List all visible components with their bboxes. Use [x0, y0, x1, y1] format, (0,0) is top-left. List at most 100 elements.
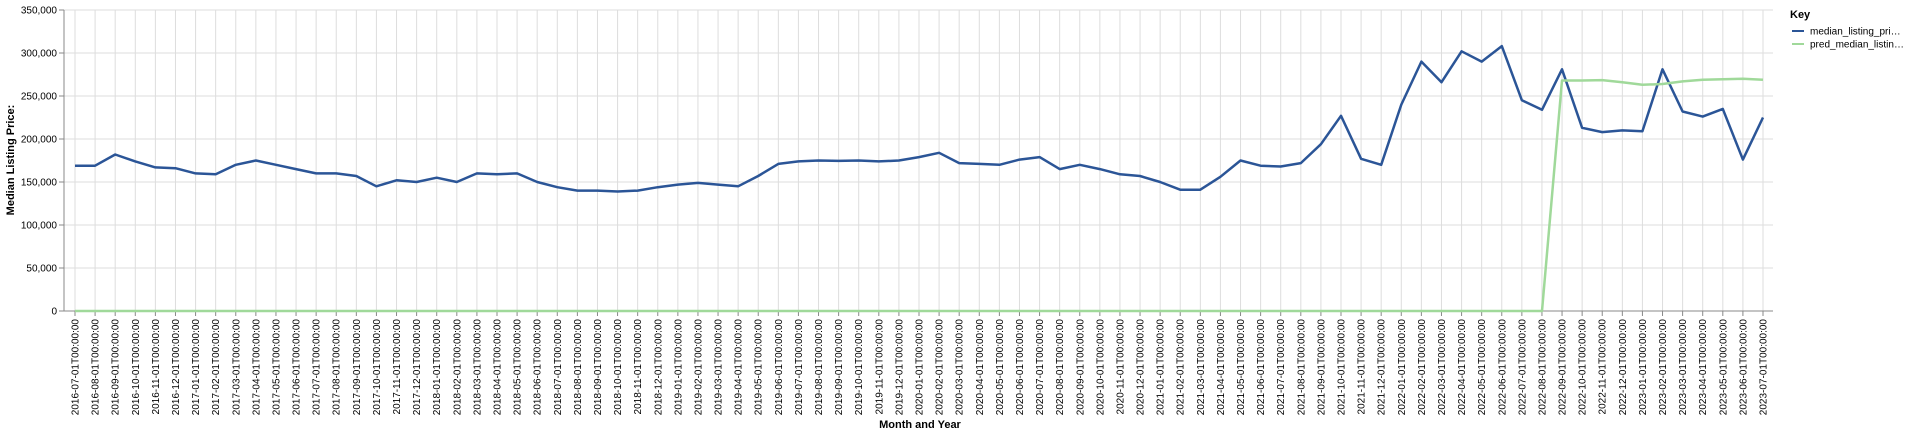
- x-tick-label: 2021-10-01T00:00:00: [1337, 319, 1348, 416]
- x-tick-label: 2019-06-01T00:00:00: [774, 319, 785, 416]
- y-tick-label: 300,000: [21, 49, 58, 60]
- x-tick-label: 2019-03-01T00:00:00: [714, 319, 725, 416]
- x-tick-label: 2022-04-01T00:00:00: [1457, 319, 1468, 416]
- x-tick-label: 2022-05-01T00:00:00: [1477, 319, 1488, 416]
- x-tick-label: 2020-05-01T00:00:00: [995, 319, 1006, 416]
- x-axis: 2016-07-01T00:00:00 2016-08-01T00:00:00 20…: [64, 310, 1773, 416]
- y-tick-label: 50,000: [26, 264, 57, 275]
- x-axis-title: Month and Year: [879, 419, 961, 431]
- x-tick-label: 2017-12-01T00:00:00: [412, 319, 423, 416]
- x-tick-label: 2021-08-01T00:00:00: [1296, 319, 1307, 416]
- x-tick-label: 2018-10-01T00:00:00: [613, 319, 624, 416]
- x-tick-label: 2023-01-01T00:00:00: [1638, 319, 1649, 416]
- y-tick-label: 100,000: [21, 221, 58, 232]
- x-tick-label: 2018-09-01T00:00:00: [593, 319, 604, 416]
- x-tick-label: 2017-08-01T00:00:00: [332, 319, 343, 416]
- y-tick-label: 0: [51, 307, 57, 318]
- x-tick-label: 2017-11-01T00:00:00: [392, 319, 403, 415]
- x-tick-label: 2023-04-01T00:00:00: [1698, 319, 1709, 416]
- x-tick-label: 2018-08-01T00:00:00: [573, 319, 584, 416]
- x-tick-label: 2020-06-01T00:00:00: [1015, 319, 1026, 416]
- x-tick-label: 2016-08-01T00:00:00: [91, 319, 102, 416]
- x-tick-label: 2022-12-01T00:00:00: [1618, 319, 1629, 416]
- y-tick-label: 150,000: [21, 178, 58, 189]
- x-tick-label: 2020-02-01T00:00:00: [935, 319, 946, 416]
- x-tick-label: 2023-06-01T00:00:00: [1738, 319, 1749, 416]
- x-tick-label: 2020-01-01T00:00:00: [915, 319, 926, 416]
- x-tick-label: 2018-04-01T00:00:00: [493, 319, 504, 416]
- x-tick-label: 2017-06-01T00:00:00: [292, 319, 303, 416]
- x-tick-label: 2016-11-01T00:00:00: [151, 319, 162, 415]
- x-tick-label: 2023-05-01T00:00:00: [1718, 319, 1729, 416]
- x-tick-label: 2020-10-01T00:00:00: [1095, 319, 1106, 416]
- x-tick-label: 2017-03-01T00:00:00: [231, 319, 242, 416]
- x-tick-label: 2021-07-01T00:00:00: [1276, 319, 1287, 416]
- x-tick-label: 2017-09-01T00:00:00: [352, 319, 363, 416]
- y-axis-title: Median Listing Price:: [5, 105, 17, 216]
- x-tick-label: 2018-06-01T00:00:00: [533, 319, 544, 416]
- x-tick-label: 2019-07-01T00:00:00: [794, 319, 805, 416]
- y-tick-label: 250,000: [21, 92, 58, 103]
- x-tick-label: 2017-01-01T00:00:00: [191, 319, 202, 416]
- x-tick-label: 2016-09-01T00:00:00: [111, 319, 122, 416]
- x-tick-label: 2017-07-01T00:00:00: [312, 319, 323, 416]
- x-tick-label: 2023-07-01T00:00:00: [1759, 319, 1770, 416]
- x-tick-label: 2020-09-01T00:00:00: [1075, 319, 1086, 416]
- x-tick-label: 2019-09-01T00:00:00: [834, 319, 845, 416]
- x-tick-label: 2022-03-01T00:00:00: [1437, 319, 1448, 416]
- x-tick-label: 2022-06-01T00:00:00: [1497, 319, 1508, 416]
- x-tick-label: 2020-12-01T00:00:00: [1136, 319, 1147, 416]
- series-line-1: [75, 77, 1764, 313]
- x-tick-label: 2021-01-01T00:00:00: [1156, 319, 1167, 416]
- x-tick-label: 2019-11-01T00:00:00: [874, 319, 885, 415]
- x-tick-label: 2021-03-01T00:00:00: [1196, 319, 1207, 416]
- x-tick-label: 2019-01-01T00:00:00: [673, 319, 684, 416]
- x-tick-label: 2018-12-01T00:00:00: [653, 319, 664, 416]
- series-lines: [75, 44, 1765, 313]
- x-tick-label: 2021-02-01T00:00:00: [1176, 319, 1187, 416]
- legend: Key median_listing_pri… pred_median_listi…: [1790, 9, 1904, 51]
- x-tick-label: 2020-03-01T00:00:00: [955, 319, 966, 416]
- x-tick-label: 2021-12-01T00:00:00: [1377, 319, 1388, 416]
- legend-label: median_listing_pri…: [1810, 27, 1901, 38]
- x-tick-label: 2017-10-01T00:00:00: [372, 319, 383, 416]
- x-tick-label: 2022-09-01T00:00:00: [1558, 319, 1569, 416]
- x-tick-label: 2022-01-01T00:00:00: [1397, 319, 1408, 416]
- x-tick-label: 2019-08-01T00:00:00: [814, 319, 825, 416]
- series-line-0: [75, 44, 1765, 193]
- x-tick-label: 2016-07-01T00:00:00: [71, 319, 82, 416]
- x-tick-label: 2022-11-01T00:00:00: [1598, 319, 1609, 415]
- x-tick-label: 2022-10-01T00:00:00: [1578, 319, 1589, 416]
- x-tick-label: 2021-09-01T00:00:00: [1316, 319, 1327, 416]
- x-tick-label: 2017-02-01T00:00:00: [211, 319, 222, 416]
- x-tick-label: 2021-06-01T00:00:00: [1256, 319, 1267, 416]
- x-tick-label: 2018-07-01T00:00:00: [553, 319, 564, 416]
- x-tick-label: 2017-05-01T00:00:00: [271, 319, 282, 416]
- x-tick-label: 2021-11-01T00:00:00: [1357, 319, 1368, 415]
- x-tick-label: 2020-07-01T00:00:00: [1035, 319, 1046, 416]
- gridlines: [64, 9, 1773, 312]
- legend-title: Key: [1790, 9, 1811, 21]
- x-tick-label: 2023-03-01T00:00:00: [1678, 319, 1689, 416]
- x-tick-label: 2020-11-01T00:00:00: [1115, 319, 1126, 415]
- y-tick-label: 200,000: [21, 135, 58, 146]
- x-tick-label: 2017-04-01T00:00:00: [251, 319, 262, 416]
- x-tick-label: 2020-08-01T00:00:00: [1055, 319, 1066, 416]
- x-tick-label: 2022-07-01T00:00:00: [1517, 319, 1528, 416]
- x-tick-label: 2022-08-01T00:00:00: [1537, 319, 1548, 416]
- x-tick-label: 2019-10-01T00:00:00: [854, 319, 865, 416]
- x-tick-label: 2018-01-01T00:00:00: [432, 319, 443, 416]
- x-tick-label: 2023-02-01T00:00:00: [1658, 319, 1669, 416]
- y-tick-label: 350,000: [21, 6, 58, 17]
- x-tick-label: 2020-04-01T00:00:00: [975, 319, 986, 416]
- x-tick-label: 2021-05-01T00:00:00: [1236, 319, 1247, 416]
- x-tick-label: 2019-04-01T00:00:00: [734, 319, 745, 416]
- x-tick-label: 2018-02-01T00:00:00: [452, 319, 463, 416]
- x-tick-label: 2018-05-01T00:00:00: [513, 319, 524, 416]
- legend-label: pred_median_listin…: [1810, 40, 1904, 51]
- y-axis: 0 50,000 100,000 150,000 200,000 250,000 300,0…: [21, 6, 65, 318]
- x-tick-label: 2019-12-01T00:00:00: [894, 319, 905, 416]
- x-tick-label: 2016-10-01T00:00:00: [131, 319, 142, 416]
